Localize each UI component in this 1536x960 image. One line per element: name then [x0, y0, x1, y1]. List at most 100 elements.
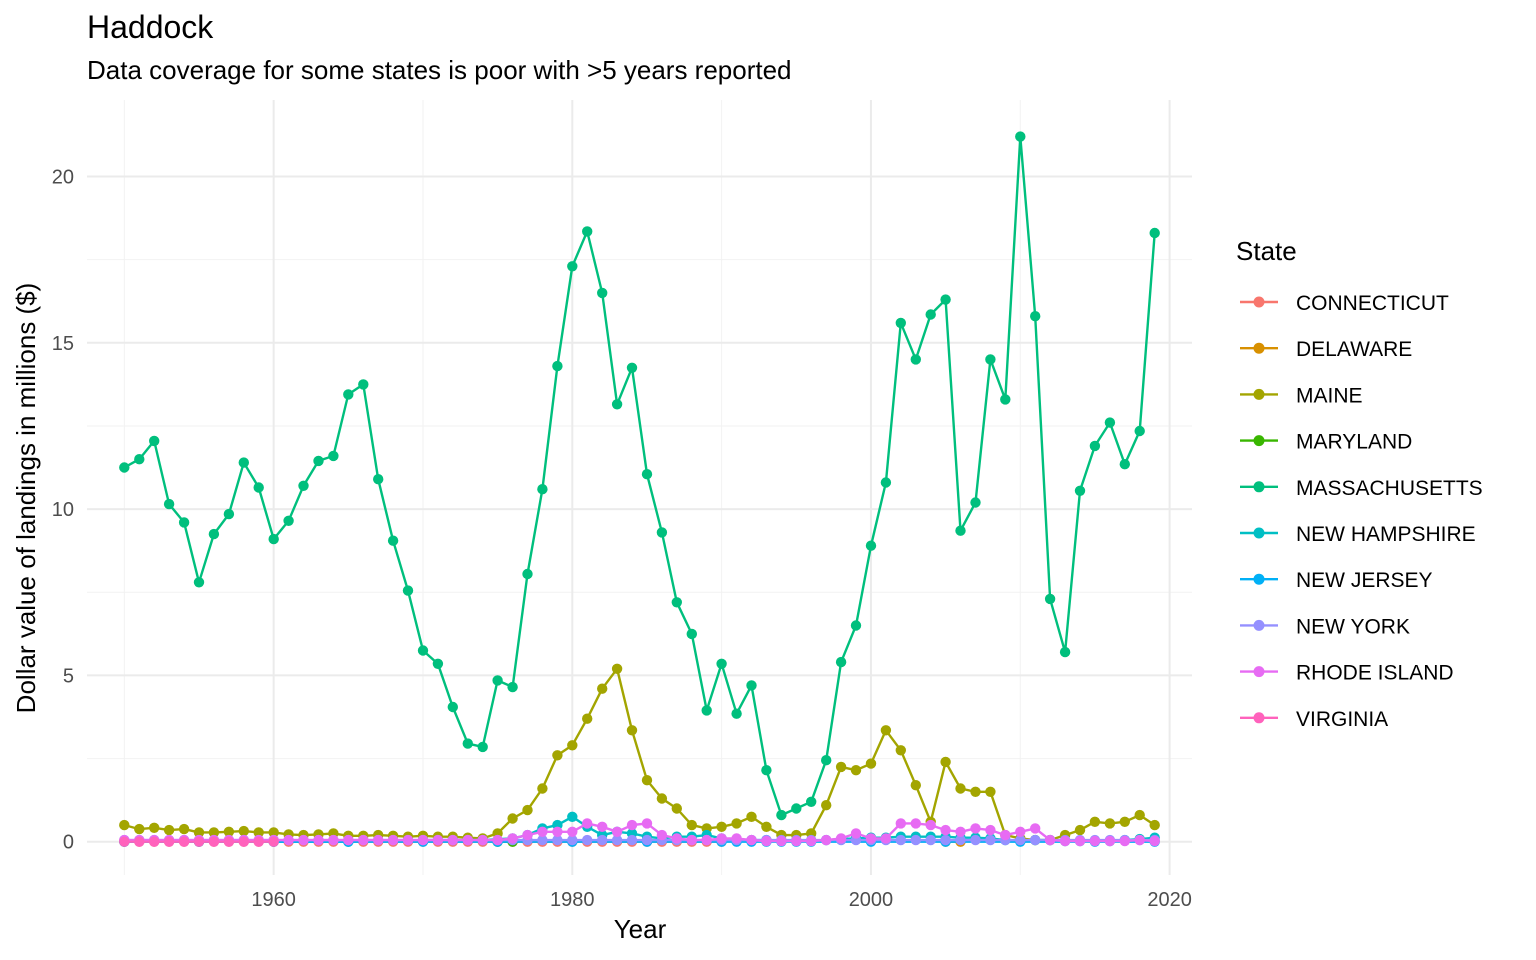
- data-point-massachusetts: [447, 701, 458, 713]
- data-point-massachusetts: [358, 379, 369, 390]
- data-point-maine: [149, 822, 160, 833]
- data-point-massachusetts: [253, 482, 264, 493]
- data-point-virginia: [193, 836, 205, 847]
- y-axis-title: Dollar value of landings in millions ($): [11, 283, 41, 714]
- data-point-massachusetts: [716, 658, 727, 669]
- data-point-maine: [955, 783, 966, 794]
- data-point-maine: [1119, 816, 1131, 827]
- data-point-rhode-island: [477, 834, 488, 846]
- data-point-rhode-island: [761, 835, 772, 847]
- legend-item-new-jersey: NEW JERSEY: [1240, 569, 1433, 592]
- data-point-new-york: [985, 834, 996, 846]
- data-point-rhode-island: [1015, 826, 1026, 837]
- data-point-massachusetts: [1000, 394, 1011, 405]
- data-point-massachusetts: [582, 226, 593, 237]
- data-point-maine: [940, 756, 951, 768]
- data-point-massachusetts: [865, 540, 877, 551]
- data-point-massachusetts: [895, 317, 906, 329]
- y-tick-label: 5: [63, 665, 74, 687]
- data-point-rhode-island: [850, 828, 862, 839]
- data-point-maine: [1074, 824, 1086, 836]
- data-point-maine: [1134, 809, 1145, 821]
- data-point-massachusetts: [641, 469, 653, 480]
- legend-item-new-hampshire: NEW HAMPSHIRE: [1240, 523, 1476, 546]
- legend-item-delaware: DELAWARE: [1240, 338, 1412, 361]
- data-point-massachusetts: [163, 498, 175, 510]
- data-point-rhode-island: [1149, 835, 1160, 847]
- series-massachusetts: [119, 131, 1160, 821]
- data-point-new-york: [1015, 834, 1026, 846]
- legend-key-point: [1253, 573, 1265, 585]
- data-point-maine: [910, 780, 921, 791]
- data-point-massachusetts: [134, 454, 145, 465]
- data-point-virginia: [253, 836, 264, 847]
- data-point-rhode-island: [447, 834, 458, 846]
- data-point-rhode-island: [731, 833, 742, 844]
- data-point-rhode-island: [507, 833, 518, 844]
- data-point-maine: [1104, 818, 1116, 829]
- data-point-maine: [193, 827, 205, 838]
- data-point-massachusetts: [552, 360, 563, 372]
- data-point-massachusetts: [193, 577, 205, 588]
- data-point-massachusetts: [1104, 417, 1116, 428]
- data-point-massachusetts: [761, 765, 772, 776]
- data-point-massachusetts: [746, 680, 757, 691]
- data-point-rhode-island: [821, 834, 832, 846]
- data-point-rhode-island: [417, 834, 429, 846]
- data-point-maine: [552, 750, 563, 761]
- x-tick-label: 1960: [251, 889, 296, 911]
- legend-label: DELAWARE: [1296, 338, 1412, 361]
- data-point-rhode-island: [1134, 834, 1145, 846]
- data-point-new-york: [910, 834, 921, 846]
- data-point-massachusetts: [1149, 227, 1160, 239]
- data-point-massachusetts: [328, 450, 339, 462]
- data-point-new-york: [1030, 834, 1041, 846]
- data-point-maine: [865, 758, 877, 769]
- data-point-rhode-island: [746, 834, 757, 846]
- data-point-rhode-island: [313, 834, 324, 846]
- data-point-maine: [208, 827, 220, 838]
- data-point-rhode-island: [432, 834, 444, 846]
- data-point-rhode-island: [671, 833, 682, 844]
- data-point-rhode-island: [895, 818, 906, 829]
- chart-title: Haddock: [87, 9, 214, 45]
- data-point-rhode-island: [1074, 835, 1086, 847]
- y-tick-label: 0: [63, 832, 74, 854]
- data-point-rhode-island: [1000, 829, 1011, 841]
- data-point-maine: [641, 775, 653, 786]
- data-point-rhode-island: [567, 826, 578, 837]
- legend-item-virginia: VIRGINIA: [1240, 708, 1388, 731]
- series-virginia: [119, 836, 279, 847]
- data-point-maine: [119, 819, 130, 831]
- legend-key-point: [1253, 342, 1265, 354]
- data-point-maine: [835, 761, 847, 773]
- data-point-rhode-island: [716, 833, 727, 844]
- y-tick-label: 15: [52, 333, 74, 355]
- data-point-maine: [178, 823, 190, 835]
- data-point-rhode-island: [462, 834, 473, 846]
- data-point-maine: [970, 786, 981, 797]
- data-point-rhode-island: [492, 834, 503, 846]
- legend-label: MARYLAND: [1296, 431, 1412, 454]
- data-point-new-york: [955, 834, 966, 846]
- data-point-massachusetts: [268, 533, 279, 545]
- legend-key-point: [1253, 388, 1265, 400]
- data-point-massachusetts: [806, 796, 817, 807]
- data-point-massachusetts: [298, 480, 309, 491]
- data-point-massachusetts: [940, 294, 951, 305]
- data-point-new-hampshire: [567, 811, 578, 822]
- data-point-maine: [731, 818, 742, 829]
- data-point-maine: [686, 819, 697, 831]
- data-point-rhode-island: [597, 821, 608, 832]
- legend-item-connecticut: CONNECTICUT: [1240, 292, 1449, 315]
- legend-label: NEW HAMPSHIRE: [1296, 523, 1476, 546]
- data-point-massachusetts: [701, 705, 712, 716]
- data-point-massachusetts: [507, 681, 518, 693]
- data-point-massachusetts: [522, 568, 533, 580]
- data-point-massachusetts: [149, 435, 160, 447]
- data-point-massachusetts: [656, 527, 668, 538]
- data-point-massachusetts: [208, 528, 220, 540]
- data-point-massachusetts: [238, 457, 249, 468]
- data-point-new-york: [597, 834, 608, 846]
- data-point-rhode-island: [328, 834, 339, 846]
